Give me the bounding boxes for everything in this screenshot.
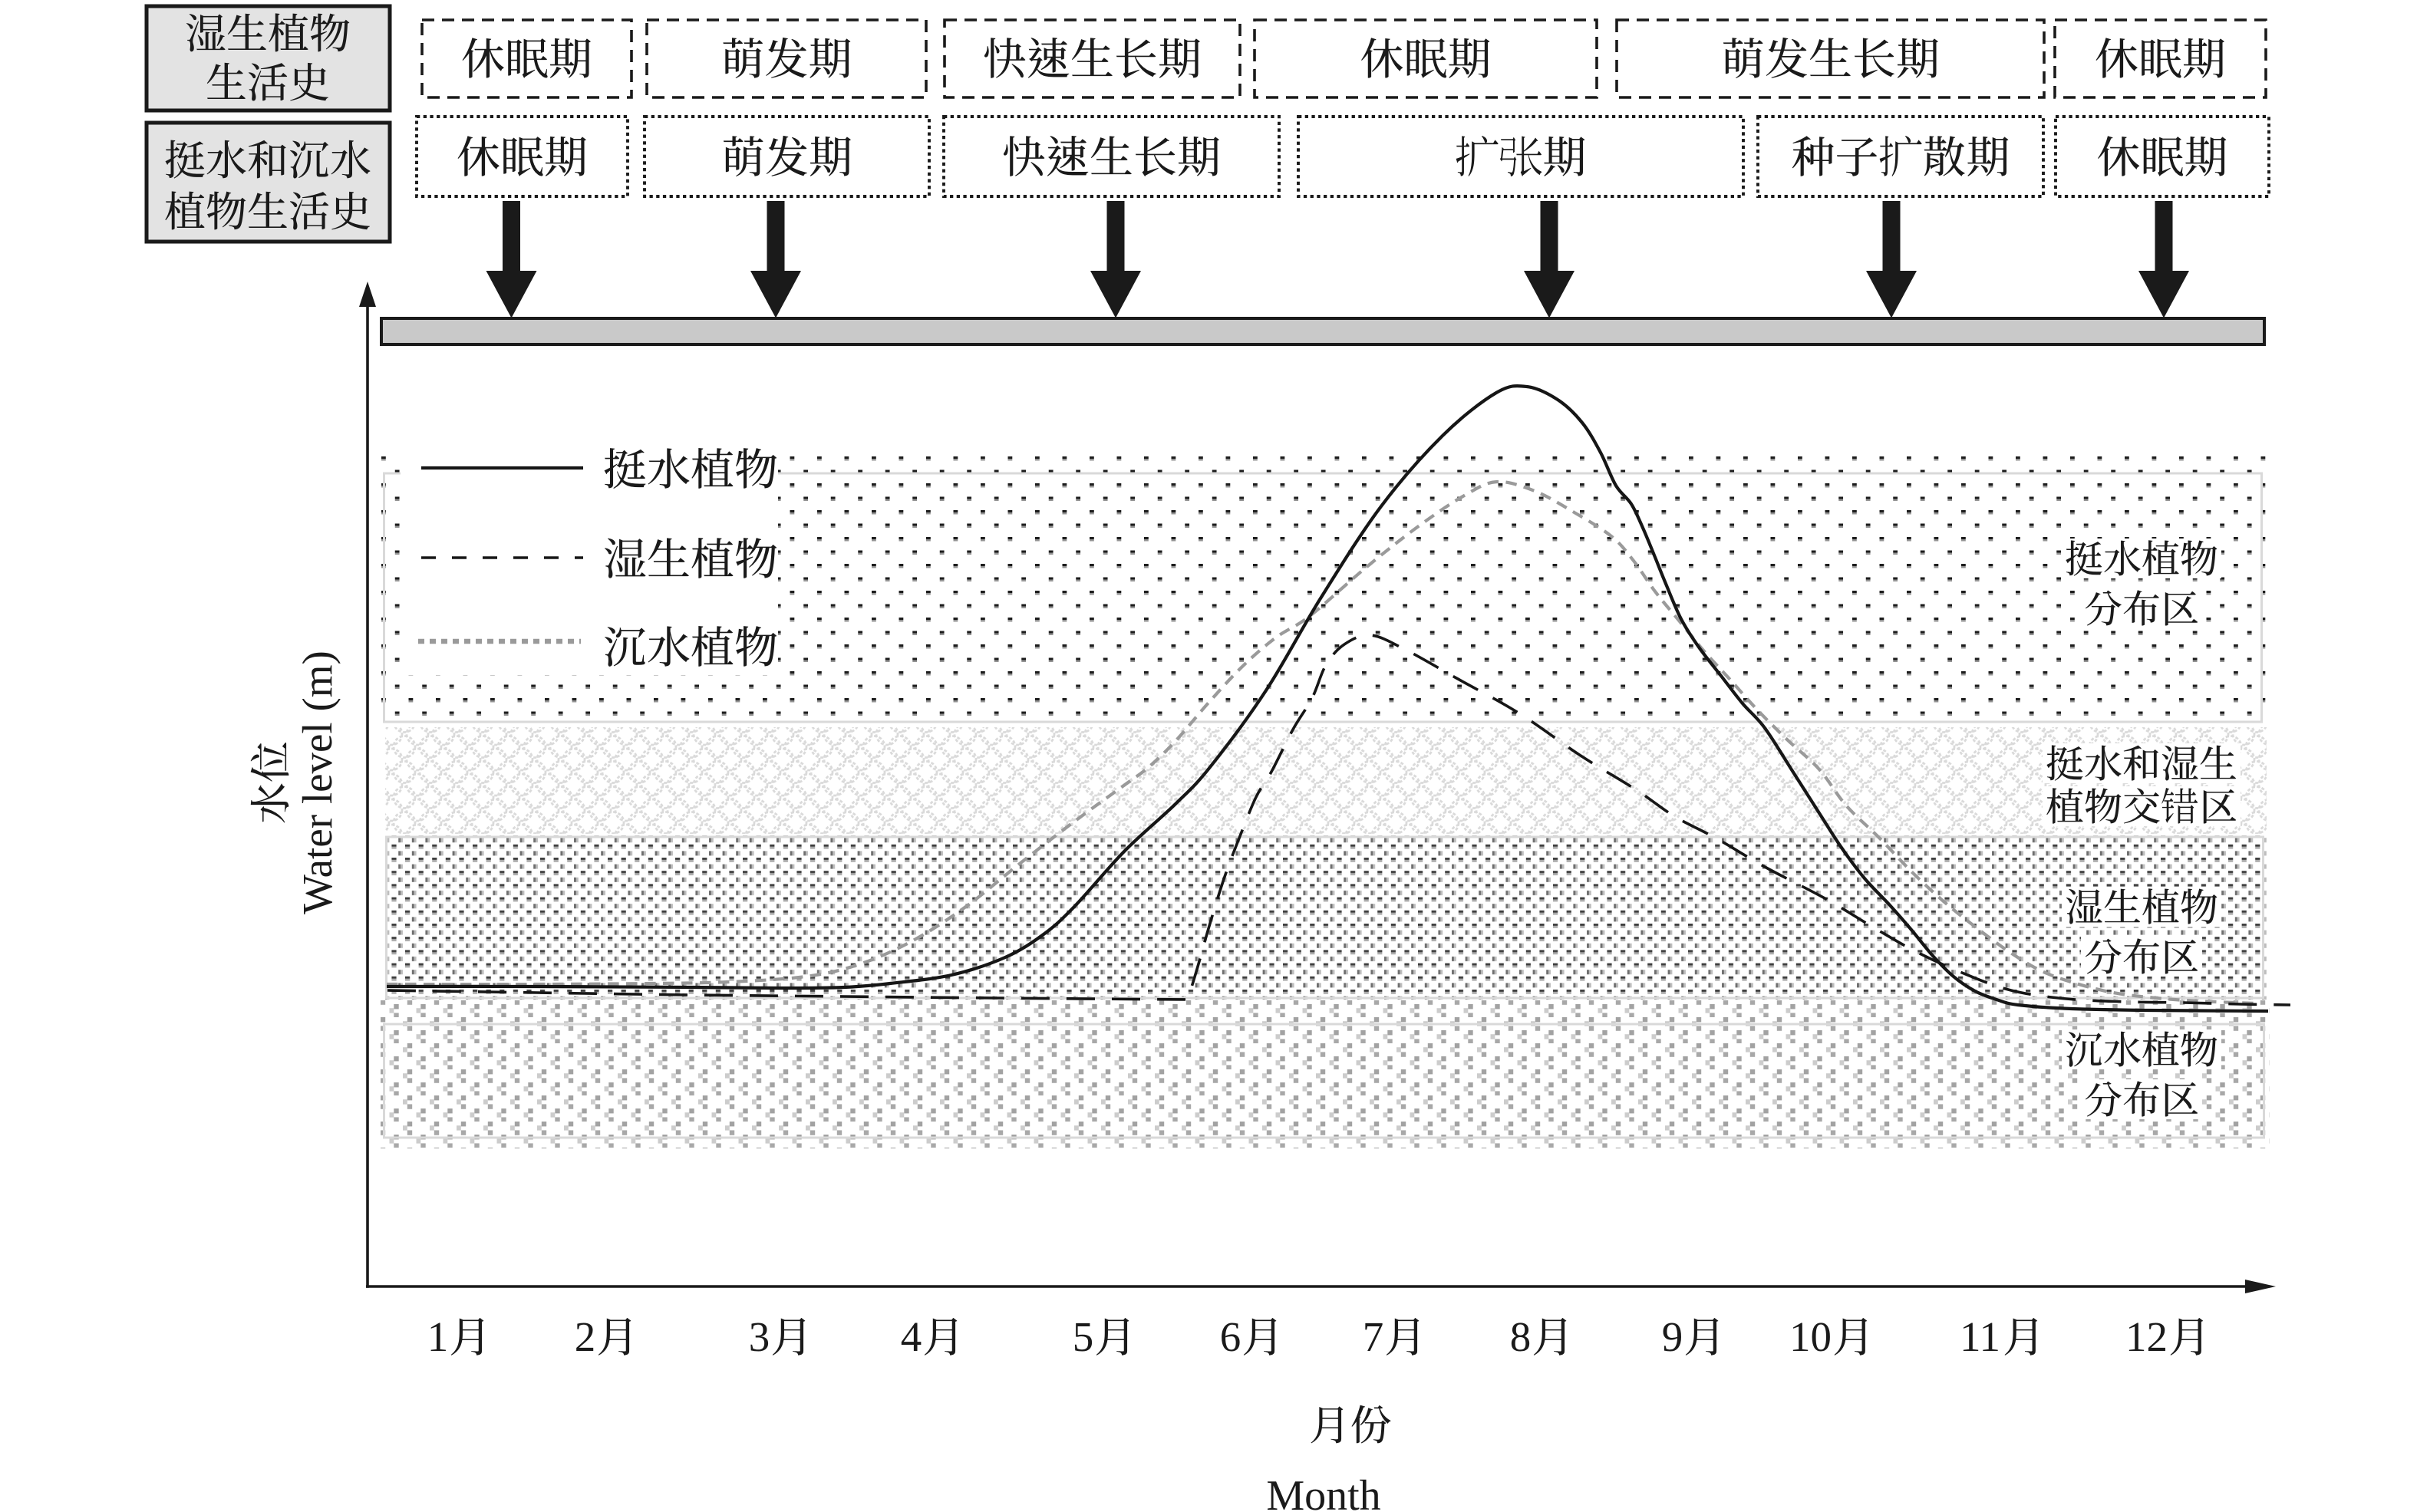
svg-text:Water level (m): Water level (m) bbox=[294, 651, 341, 914]
svg-text:12: 12 bbox=[2125, 1313, 2168, 1360]
svg-text:Month: Month bbox=[1266, 1472, 1380, 1512]
svg-text:2: 2 bbox=[575, 1313, 596, 1360]
svg-text:7: 7 bbox=[1363, 1313, 1384, 1360]
svg-text:3: 3 bbox=[749, 1313, 770, 1360]
svg-text:5: 5 bbox=[1073, 1313, 1094, 1360]
svg-text:6: 6 bbox=[1220, 1313, 1241, 1360]
svg-text:8: 8 bbox=[1510, 1313, 1532, 1360]
svg-text:4: 4 bbox=[901, 1313, 922, 1360]
svg-text:9: 9 bbox=[1662, 1313, 1683, 1360]
svg-text:10: 10 bbox=[1789, 1313, 1832, 1360]
svg-text:1: 1 bbox=[427, 1313, 449, 1360]
svg-text:11: 11 bbox=[1960, 1313, 2000, 1360]
